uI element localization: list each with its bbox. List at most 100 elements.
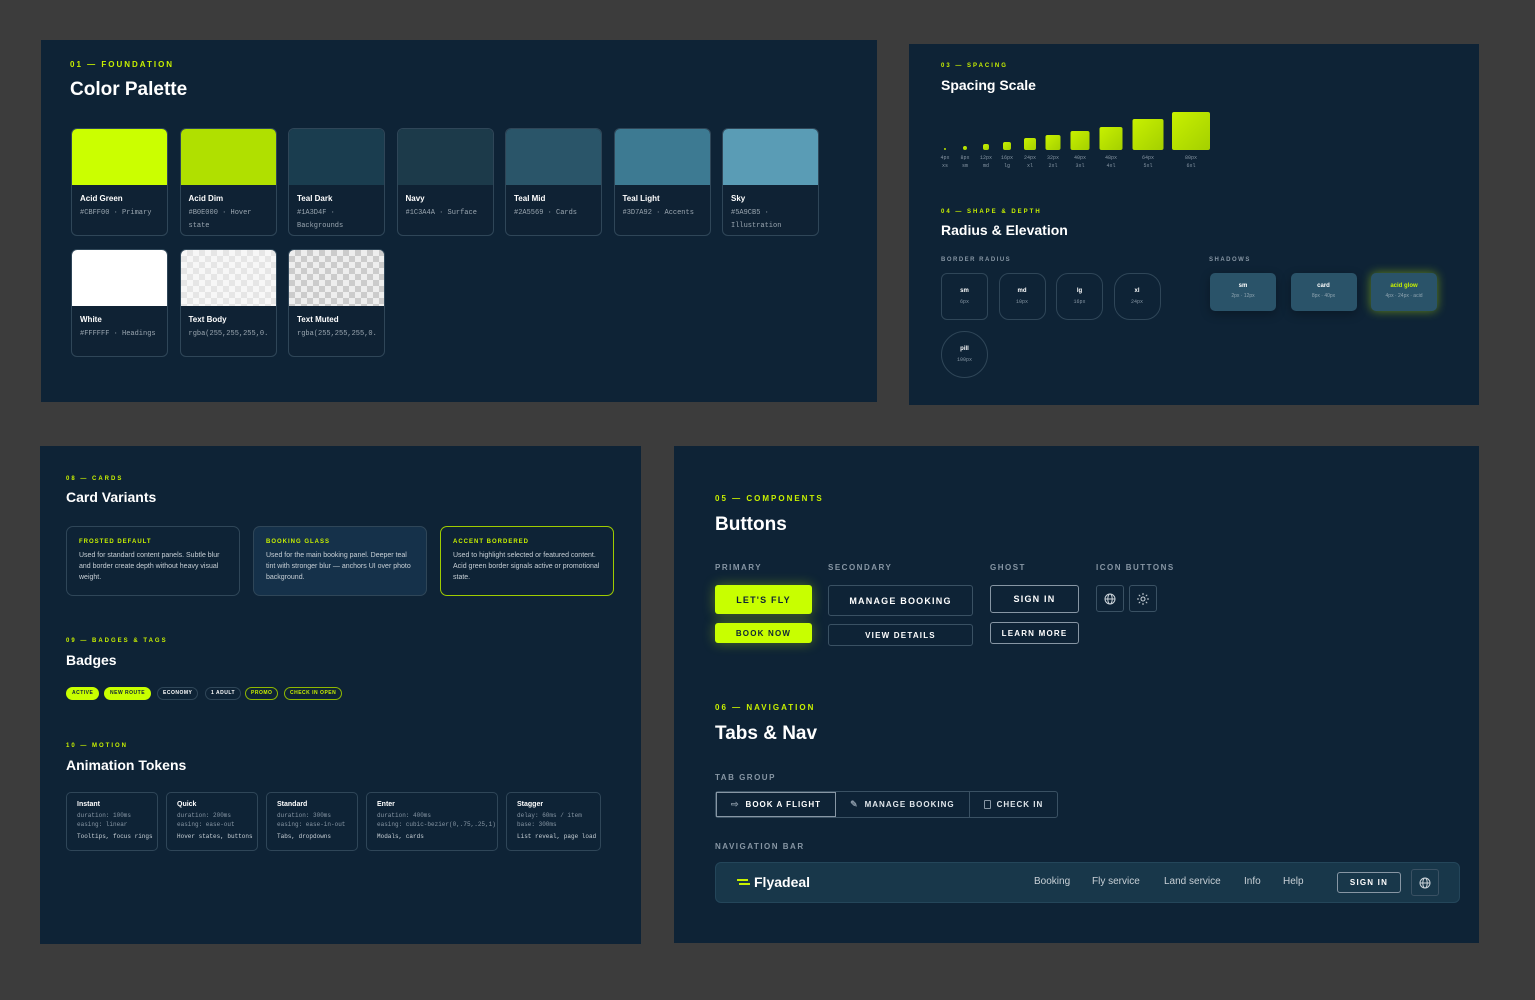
section-title: Badges bbox=[66, 652, 117, 668]
swatch-desc: #3D7A92 · Accents bbox=[622, 209, 694, 217]
navigation-bar: Flyadeal Booking Fly service Land servic… bbox=[715, 862, 1460, 903]
color-swatch[interactable]: Text Body rgba(255,255,255,0. bbox=[179, 249, 277, 357]
color-swatch[interactable]: Acid Green #CBFF00 · Primary bbox=[71, 128, 168, 236]
radius-name: pill bbox=[960, 346, 969, 352]
token-name: Standard bbox=[277, 801, 308, 808]
section-eyebrow: 05 — COMPONENTS bbox=[715, 494, 824, 503]
color-swatch[interactable]: Acid Dim #B0E000 · Hover state bbox=[179, 128, 277, 236]
swatch-color bbox=[72, 250, 167, 306]
view-details-button[interactable]: VIEW DETAILS bbox=[828, 624, 973, 646]
swatch-name: Teal Mid bbox=[514, 194, 546, 203]
tab-manage-booking[interactable]: ✎ MANAGE BOOKING bbox=[836, 792, 970, 817]
spacing-value: 32px bbox=[1046, 155, 1059, 161]
manage-booking-button[interactable]: MANAGE BOOKING bbox=[828, 585, 973, 616]
nav-link-help[interactable]: Help bbox=[1283, 876, 1304, 887]
section-title: Color Palette bbox=[70, 79, 188, 100]
spacing-block bbox=[1070, 131, 1090, 150]
nav-globe-button[interactable] bbox=[1411, 869, 1439, 896]
section-title: Spacing Scale bbox=[941, 77, 1036, 93]
color-swatch[interactable]: Teal Mid #2A5569 · Cards bbox=[505, 128, 602, 236]
nav-link-info[interactable]: Info bbox=[1244, 876, 1261, 887]
swatch-desc: #FFFFFF · Headings bbox=[80, 330, 156, 338]
swatch-name: Text Muted bbox=[297, 315, 339, 324]
tab-group: ⇨ BOOK A FLIGHT ✎ MANAGE BOOKING CHECK IN bbox=[715, 791, 1059, 818]
spacing-block bbox=[1099, 127, 1123, 150]
radius-value: 10px bbox=[1015, 299, 1028, 305]
swatch-name: Acid Dim bbox=[188, 194, 224, 203]
radius-value: 100px bbox=[956, 357, 972, 363]
card-title: BOOKING GLASS bbox=[266, 539, 331, 545]
spacing-token: lg bbox=[1003, 163, 1010, 169]
animation-token: Stagger delay: 60ms / item base: 300ms List… bbox=[506, 792, 601, 851]
spacing-radius-panel: 03 — SPACING Spacing Scale 4px xs 8px sm 12p… bbox=[909, 44, 1479, 405]
book-now-button[interactable]: BOOK NOW bbox=[715, 623, 812, 643]
color-swatch[interactable]: Teal Light #3D7A92 · Accents bbox=[613, 128, 711, 236]
nav-link-land-service[interactable]: Land service bbox=[1164, 876, 1221, 887]
globe-icon-button[interactable] bbox=[1096, 585, 1124, 612]
plane-ticket-icon: ⇨ bbox=[731, 799, 740, 809]
color-swatch[interactable]: Navy #1C3A4A · Surface bbox=[396, 128, 494, 236]
section-eyebrow: 10 — MOTION bbox=[66, 743, 129, 749]
sign-in-button[interactable]: SIGN IN bbox=[990, 585, 1079, 613]
section-title: Tabs & Nav bbox=[715, 723, 818, 744]
token-line: duration: 400ms bbox=[377, 812, 432, 819]
ghost-label: GHOST bbox=[990, 563, 1026, 572]
swatch-name: Acid Green bbox=[80, 194, 123, 203]
card-variant: ACCENT BORDERED Used to highlight selecte… bbox=[440, 526, 614, 596]
brand-logo[interactable]: Flyadeal bbox=[754, 874, 811, 890]
color-swatch[interactable]: Teal Dark #1A3D4F · Backgrounds bbox=[288, 128, 385, 236]
token-name: Instant bbox=[77, 801, 100, 808]
tab-label: CHECK IN bbox=[996, 800, 1044, 809]
color-palette-panel: 01 — FOUNDATION Color Palette Acid Green… bbox=[41, 40, 877, 402]
learn-more-button[interactable]: LEARN MORE bbox=[990, 622, 1079, 644]
nav-sign-in-button[interactable]: SIGN IN bbox=[1337, 872, 1401, 893]
spacing-token: xl bbox=[1026, 163, 1033, 169]
cards-badges-motion-panel: 08 — CARDS Card Variants FROSTED DEFAULT… bbox=[40, 446, 641, 944]
token-usage: Modals, cards bbox=[377, 833, 424, 840]
animation-token: Enter duration: 400ms easing: cubic-bezier… bbox=[366, 792, 498, 851]
token-line: delay: 60ms / item bbox=[517, 812, 582, 819]
color-swatch[interactable]: Text Muted rgba(255,255,255,0. bbox=[288, 249, 385, 357]
swatch-desc: #B0E000 · Hover state bbox=[188, 209, 252, 230]
swatch-desc: #5A9CB5 · Illustration bbox=[731, 209, 782, 230]
animation-token: Instant duration: 100ms easing: linear Tool… bbox=[66, 792, 158, 851]
lets-fly-button[interactable]: LET'S FLY bbox=[715, 585, 812, 614]
card-title: FROSTED DEFAULT bbox=[79, 539, 152, 545]
spacing-value: 24px bbox=[1023, 155, 1036, 161]
nav-link-fly-service[interactable]: Fly service bbox=[1092, 876, 1140, 887]
spacing-token: xs bbox=[941, 163, 948, 169]
shadows-label: SHADOWS bbox=[1209, 257, 1251, 263]
section-title: Animation Tokens bbox=[66, 757, 187, 773]
color-swatch[interactable]: Sky #5A9CB5 · Illustration bbox=[722, 128, 819, 236]
shadow-value: 8px · 40px bbox=[1311, 293, 1336, 299]
swatch-desc: rgba(255,255,255,0. bbox=[297, 330, 377, 338]
sun-icon-button[interactable] bbox=[1129, 585, 1157, 612]
swatch-desc: #1A3D4F · Backgrounds bbox=[297, 209, 344, 230]
swatch-color bbox=[506, 129, 601, 185]
spacing-block bbox=[1172, 112, 1210, 150]
shadow-sample: sm 2px · 12px bbox=[1210, 273, 1276, 311]
swatch-color bbox=[72, 129, 167, 185]
spacing-value: 16px bbox=[1000, 155, 1013, 161]
spacing-value: 64px bbox=[1141, 155, 1154, 161]
token-line: easing: ease-out bbox=[177, 821, 235, 828]
tab-book-a-flight[interactable]: ⇨ BOOK A FLIGHT bbox=[716, 792, 837, 817]
token-line: easing: ease-in-out bbox=[277, 821, 346, 828]
shadow-name: acid glow bbox=[1390, 283, 1418, 289]
swatch-color bbox=[723, 129, 818, 185]
spacing-value: 8px bbox=[960, 155, 970, 161]
tab-check-in[interactable]: CHECK IN bbox=[970, 792, 1058, 817]
swatch-name: Teal Light bbox=[622, 194, 660, 203]
spacing-value: 12px bbox=[979, 155, 992, 161]
pencil-icon: ✎ bbox=[850, 799, 859, 809]
sun-icon bbox=[1137, 592, 1149, 605]
color-swatch[interactable]: White #FFFFFF · Headings bbox=[71, 249, 168, 357]
shadow-name: sm bbox=[1238, 283, 1248, 289]
nav-link-booking[interactable]: Booking bbox=[1034, 876, 1071, 887]
shadow-name: card bbox=[1317, 283, 1330, 289]
globe-icon bbox=[1419, 877, 1431, 888]
swatch-desc: #CBFF00 · Primary bbox=[80, 209, 152, 217]
shadow-sample: card 8px · 40px bbox=[1290, 273, 1357, 311]
shadow-sample: acid glow 4px · 24px · acid bbox=[1371, 273, 1437, 311]
animation-token: Standard duration: 300ms easing: ease-in-o… bbox=[266, 792, 358, 851]
